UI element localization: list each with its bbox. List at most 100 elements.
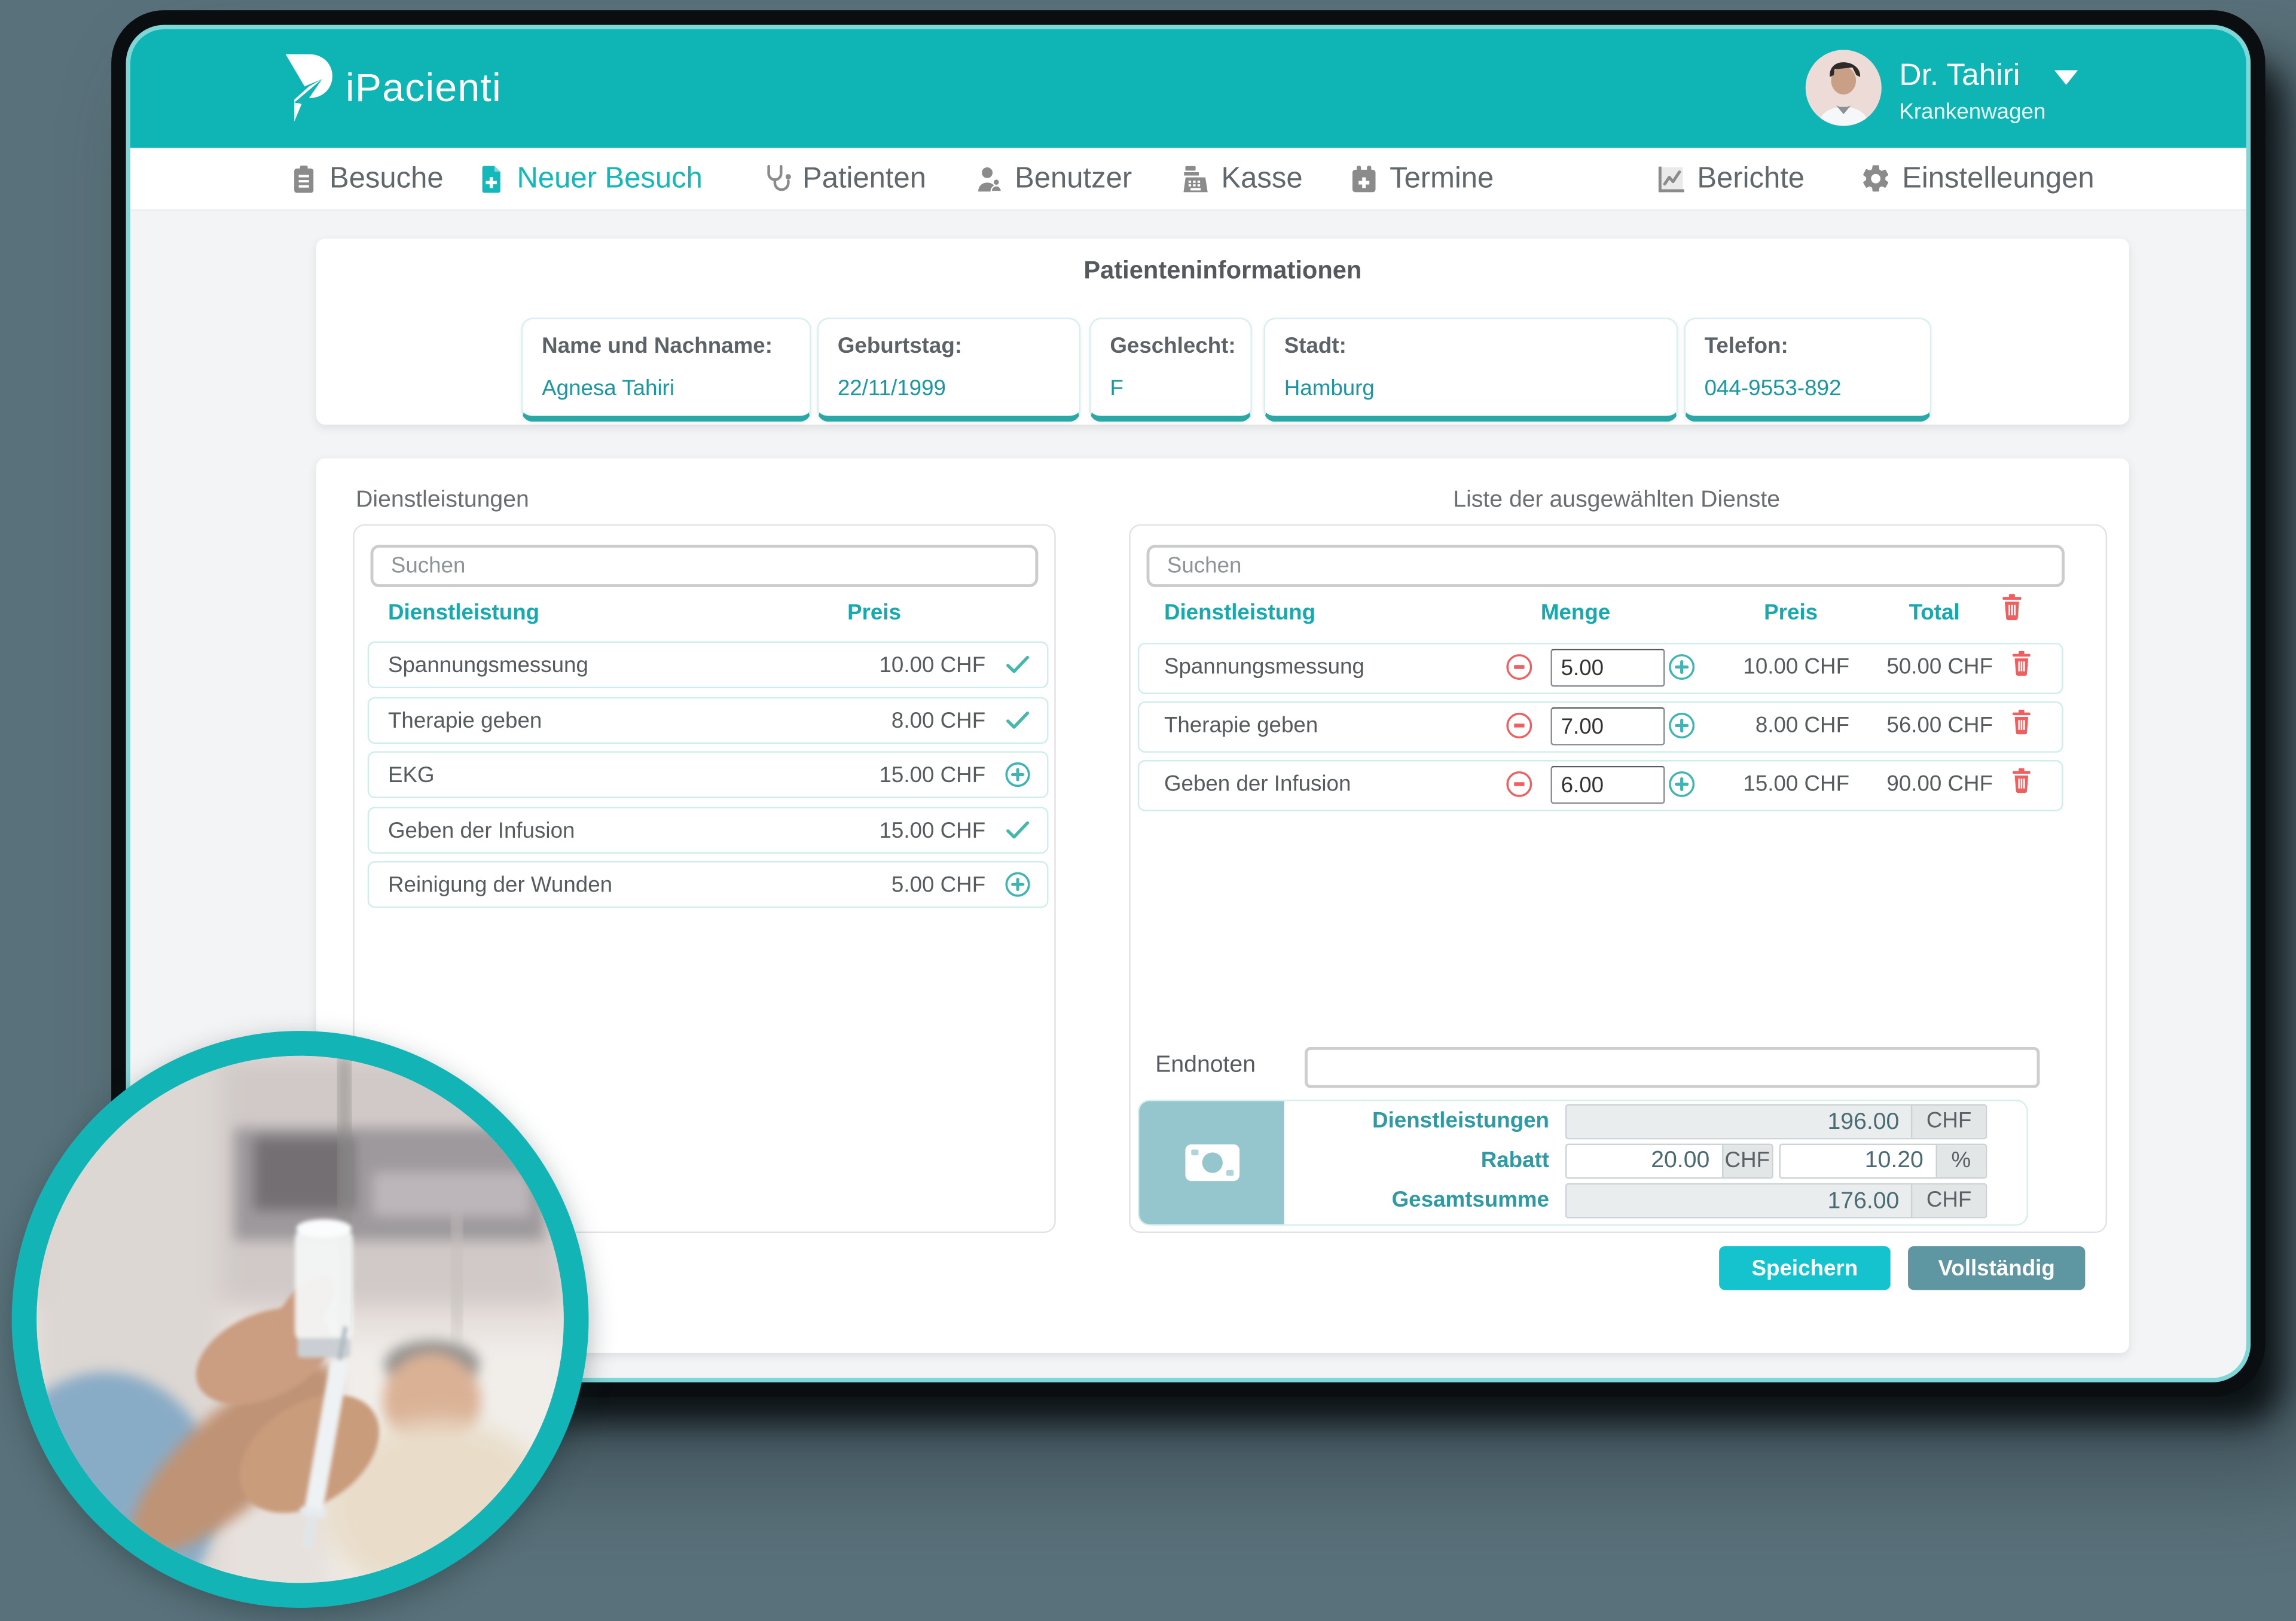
summary-total-label: Gesamtsumme [1391,1187,1550,1213]
delete-row-icon[interactable] [2009,650,2034,678]
nav-item-termine[interactable]: Termine [1349,148,1494,209]
notes-input[interactable] [1305,1047,2040,1088]
service-price: 5.00 CHF [891,872,986,897]
service-name: EKG [387,762,435,787]
user-name[interactable]: Dr. Tahiri [1899,58,2020,93]
services-col-service: Dienstleistung [387,600,540,625]
service-name: Therapie geben [387,708,542,733]
patient-field-name: Name und Nachname: Agnesa Tahiri [521,318,811,422]
chart-icon [1658,166,1684,193]
field-label: Geburtstag: [837,334,963,359]
field-value: Agnesa Tahiri [542,376,675,402]
discount-amount-field: CHF [1565,1143,1773,1179]
summary-total-value: 176.00 [1567,1185,1911,1217]
selected-col-total: Total [1909,600,1960,625]
qty-input[interactable] [1550,648,1665,687]
summary-total-field: 176.00 CHF [1565,1183,1987,1219]
notes-label: Endnoten [1155,1052,1256,1078]
selected-name: Therapie geben [1164,713,1318,738]
selected-col-price: Preis [1764,600,1818,625]
nav-label: Termine [1390,161,1494,194]
stethoscope-icon [767,164,791,191]
percent-sign: % [1935,1145,1986,1177]
summary-services-label: Dienstleistungen [1372,1108,1550,1134]
patient-field-gender: Geschlecht: F [1089,318,1252,422]
discount-currency: CHF [1721,1145,1772,1177]
complete-button[interactable]: Vollständig [1908,1246,2086,1290]
field-label: Telefon: [1704,334,1788,359]
ipacienti-logo-icon [285,54,332,122]
summary-services-value: 196.00 [1567,1105,1911,1138]
service-name: Spannungsmessung [387,652,588,677]
selected-price: 10.00 CHF [1743,654,1850,680]
money-block [1139,1101,1284,1225]
decrease-qty-icon[interactable] [1504,652,1534,682]
save-button[interactable]: Speichern [1719,1246,1891,1290]
increase-qty-icon[interactable] [1666,652,1697,682]
qty-input[interactable] [1550,707,1665,746]
service-row: Therapie geben 8.00 CHF [367,697,1049,744]
selected-search-input[interactable] [1146,545,2065,588]
check-icon [1003,816,1033,845]
discount-amount-input[interactable] [1567,1145,1721,1177]
patient-field-city: Stadt: Hamburg [1263,318,1678,422]
delete-row-icon[interactable] [2009,767,2034,795]
service-row: Reinigung der Wunden 5.00 CHF [367,861,1049,908]
service-row: EKG 15.00 CHF [367,751,1049,798]
nav-item-einstelleungen[interactable]: Einstelleungen [1860,148,2095,209]
selected-name: Geben der Infusion [1164,771,1351,797]
summary-total-currency: CHF [1910,1185,1986,1217]
selected-panel-title: Liste der ausgewählten Dienste [1453,487,1781,513]
field-value: Hamburg [1284,376,1375,402]
summary-services-field: 196.00 CHF [1565,1104,1987,1140]
add-service-icon[interactable] [1003,870,1033,899]
services-col-price: Preis [847,600,901,625]
selected-col-qty: Menge [1540,600,1611,625]
delete-all-icon[interactable] [1999,593,2025,622]
gear-icon [1863,165,1889,192]
increase-qty-icon[interactable] [1666,769,1697,799]
banknote-icon [1184,1144,1239,1182]
nav-item-neuer-besuch[interactable]: Neuer Besuch [476,148,703,209]
check-icon [1003,650,1033,679]
discount-percent-input[interactable] [1780,1145,1935,1177]
service-price: 15.00 CHF [879,817,986,843]
patient-field-birthday: Geburtstag: 22/11/1999 [817,318,1081,422]
field-value: 22/11/1999 [837,376,946,402]
user-avatar[interactable] [1805,50,1882,126]
user-menu-caret-icon[interactable] [2054,70,2078,86]
increase-qty-icon[interactable] [1666,710,1697,741]
nav-item-berichte[interactable]: Berichte [1654,148,1805,209]
check-icon [1003,706,1033,735]
qty-input[interactable] [1550,765,1665,804]
service-price: 8.00 CHF [891,708,986,733]
field-label: Geschlecht: [1110,334,1236,359]
services-panel-title: Dienstleistungen [356,487,529,513]
nav-item-kasse[interactable]: Kasse [1180,148,1303,209]
decrease-qty-icon[interactable] [1504,710,1534,741]
nav-label: Neuer Besuch [517,161,703,194]
delete-row-icon[interactable] [2009,709,2034,737]
patient-field-phone: Telefon: 044-9553-892 [1684,318,1932,422]
users-icon [978,166,1002,192]
summary-services-currency: CHF [1910,1105,1986,1138]
nav-item-besuche[interactable]: Besuche [288,148,444,209]
discount-percent-field: % [1779,1143,1987,1179]
selected-col-service: Dienstleistung [1164,600,1316,625]
nav-item-patienten[interactable]: Patienten [760,148,926,209]
selected-name: Spannungsmessung [1164,654,1364,680]
main-nav: Besuche Neuer Besuch Patienten Benutzer … [130,148,2246,211]
service-price: 10.00 CHF [879,652,986,677]
selected-total: 50.00 CHF [1886,654,1993,680]
nav-item-benutzer[interactable]: Benutzer [974,148,1132,209]
selected-total: 90.00 CHF [1886,771,1993,797]
service-row: Spannungsmessung 10.00 CHF [367,641,1049,689]
service-name: Geben der Infusion [387,817,575,843]
field-value: F [1110,376,1123,402]
file-plus-icon [482,165,500,193]
add-service-icon[interactable] [1003,760,1033,789]
service-price: 15.00 CHF [879,762,986,787]
services-search-input[interactable] [370,545,1039,588]
app-window: iPacienti Dr. Tahiri Krankenwagen [126,25,2251,1382]
decrease-qty-icon[interactable] [1504,769,1534,799]
